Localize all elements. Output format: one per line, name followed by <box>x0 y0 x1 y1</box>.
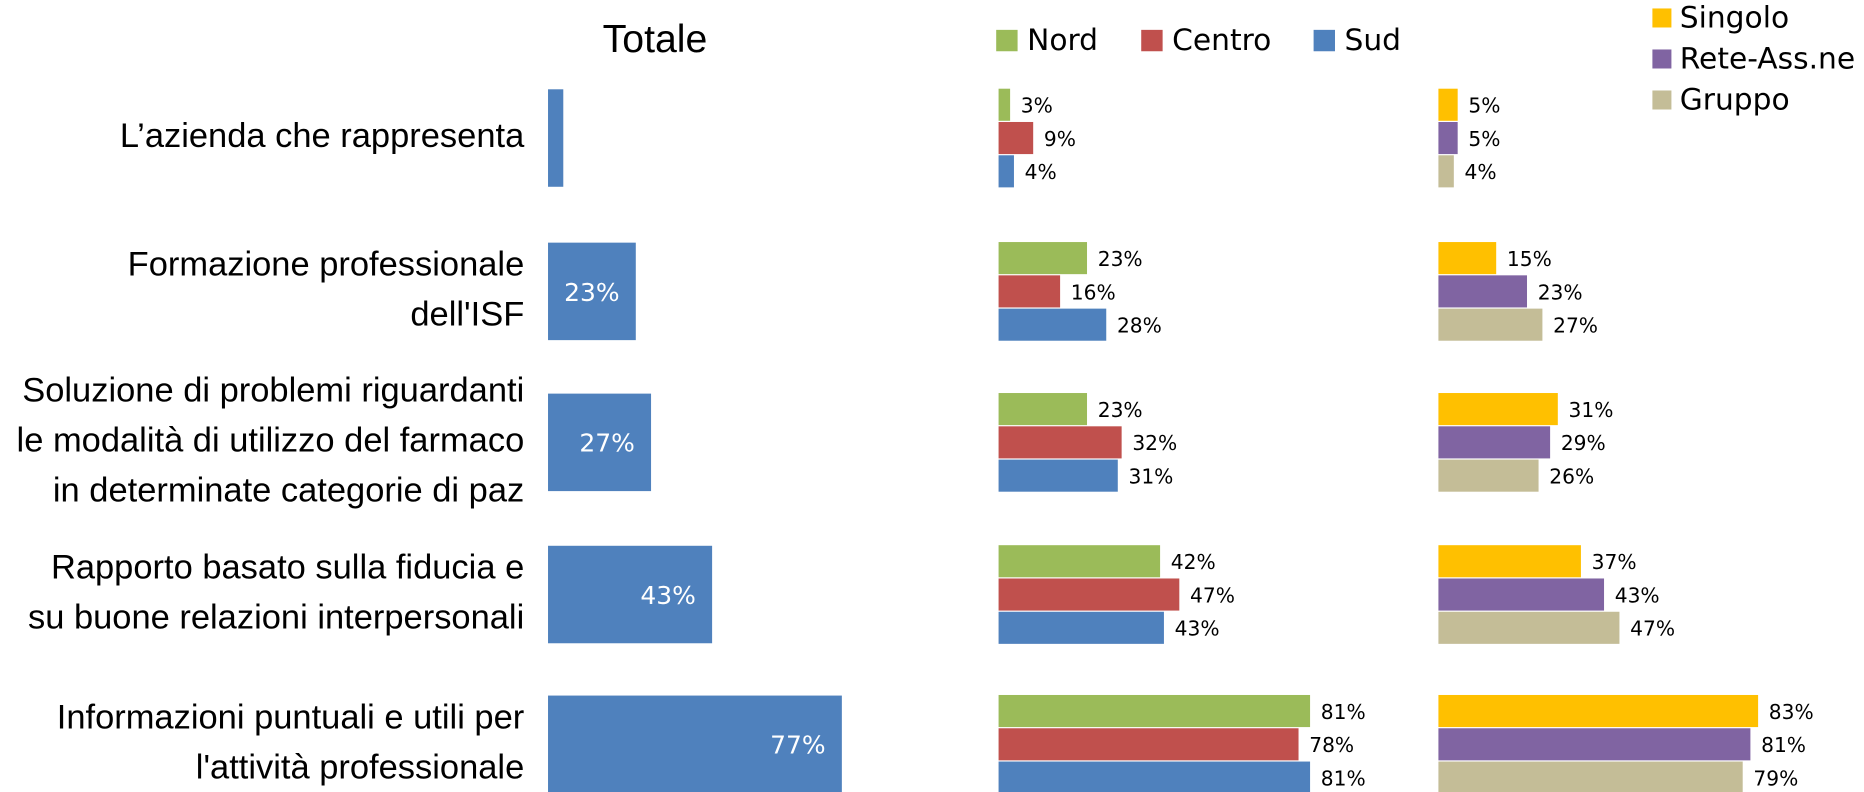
value-label: 29% <box>1561 431 1606 455</box>
category-label: l'attività professionale <box>196 748 524 786</box>
bar <box>998 459 1118 492</box>
bar <box>1438 155 1454 188</box>
legend-label: Singolo <box>1680 1 1789 36</box>
bar <box>998 426 1122 459</box>
bar <box>548 393 652 492</box>
bar <box>1438 426 1551 459</box>
bar <box>1438 728 1751 761</box>
bar <box>1438 611 1620 644</box>
legend-swatch <box>1652 90 1672 110</box>
bar <box>1438 694 1759 728</box>
value-label: 9% <box>1044 127 1076 151</box>
value-label: 23% <box>1098 247 1143 271</box>
value-label: 4% <box>1025 160 1057 184</box>
value-label: 47% <box>1190 583 1235 607</box>
category-label: L’azienda che rappresenta <box>120 117 525 155</box>
legend-label: Centro <box>1172 23 1271 58</box>
bar <box>998 242 1088 275</box>
value-label: 47% <box>1630 617 1675 641</box>
value-label: 43% <box>1615 583 1660 607</box>
bar <box>998 88 1011 121</box>
bar <box>998 545 1161 578</box>
value-label: 43% <box>1175 617 1220 641</box>
category-label: Informazioni puntuali e utili per <box>57 698 525 736</box>
value-label: 5% <box>1468 127 1500 151</box>
legend-label: Sud <box>1345 23 1402 58</box>
bar <box>998 155 1014 188</box>
legend-swatch <box>1652 49 1672 69</box>
category-label: Rapporto basato sulla fiducia e <box>51 549 524 587</box>
value-label: 32% <box>1132 431 1177 455</box>
bar <box>1438 393 1558 426</box>
value-label: 23% <box>1098 398 1143 422</box>
legend-label: Nord <box>1027 23 1098 58</box>
category-label: Formazione professionale <box>128 246 525 284</box>
bar <box>998 761 1311 792</box>
bar <box>998 121 1034 155</box>
value-label: 77% <box>770 731 825 760</box>
bar <box>1438 308 1543 341</box>
value-label: 5% <box>1468 94 1500 118</box>
value-label: 31% <box>1569 398 1614 422</box>
category-label: Soluzione di problemi riguardanti <box>22 372 524 410</box>
value-label: 31% <box>1128 465 1173 489</box>
value-label: 16% <box>1071 280 1116 304</box>
bar <box>998 275 1061 308</box>
value-label: 81% <box>1761 733 1806 757</box>
bar <box>1438 545 1581 578</box>
value-label: 27% <box>579 429 634 458</box>
value-label: 26% <box>1549 465 1594 489</box>
bar <box>548 545 713 644</box>
legend-swatch <box>996 29 1018 52</box>
value-label: 79% <box>1753 766 1798 790</box>
value-label: 23% <box>1538 280 1583 304</box>
bar <box>1438 459 1539 492</box>
bar <box>1438 275 1528 308</box>
category-label: su buone relazioni interpersonali <box>28 599 524 637</box>
bar <box>1438 121 1458 155</box>
bar <box>998 393 1088 426</box>
chart-title: Totale <box>603 17 708 61</box>
value-label: 15% <box>1507 247 1552 271</box>
value-label: 81% <box>1321 766 1366 790</box>
bar <box>1438 761 1743 792</box>
value-label: 23% <box>564 278 619 307</box>
value-label: 83% <box>1769 700 1814 724</box>
legend-swatch <box>1652 8 1672 28</box>
bar <box>998 728 1299 761</box>
bar <box>548 242 636 341</box>
bar <box>1438 88 1458 121</box>
bar <box>998 611 1164 644</box>
value-label: 78% <box>1309 733 1354 757</box>
value-label: 3% <box>1021 94 1053 118</box>
category-label: dell'ISF <box>410 295 524 333</box>
value-label: 4% <box>1465 160 1497 184</box>
legend-swatch <box>1141 29 1163 52</box>
bar <box>998 308 1107 341</box>
bar <box>1438 578 1605 611</box>
value-label: 28% <box>1117 314 1162 338</box>
category-label: le modalità di utilizzo del farmaco <box>17 421 525 459</box>
value-label: 42% <box>1171 550 1216 574</box>
value-label: 81% <box>1321 700 1366 724</box>
legend-label: Rete-Ass.ne <box>1680 42 1855 77</box>
bar <box>998 694 1311 728</box>
legend-swatch <box>1313 29 1335 52</box>
bar <box>548 89 564 187</box>
value-label: 37% <box>1592 550 1637 574</box>
legend-label: Gruppo <box>1680 83 1790 118</box>
bar <box>998 578 1180 611</box>
value-label: 43% <box>640 581 695 610</box>
bar <box>548 695 842 792</box>
value-label: 27% <box>1553 314 1598 338</box>
bar <box>1438 242 1497 275</box>
category-label: in determinate categorie di paz <box>53 471 524 509</box>
